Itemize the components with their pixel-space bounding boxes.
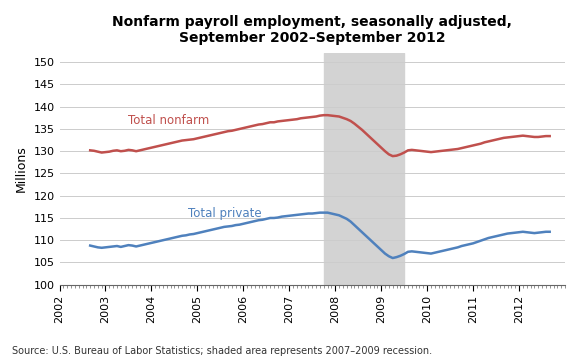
Title: Nonfarm payroll employment, seasonally adjusted,
September 2002–September 2012: Nonfarm payroll employment, seasonally a… (113, 15, 512, 45)
Text: Source: U.S. Bureau of Labor Statistics; shaded area represents 2007–2009 recess: Source: U.S. Bureau of Labor Statistics;… (12, 346, 432, 356)
Text: Total nonfarm: Total nonfarm (128, 113, 210, 127)
Bar (324, 53, 404, 285)
Y-axis label: Millions: Millions (15, 146, 28, 192)
Text: Total private: Total private (188, 207, 262, 220)
